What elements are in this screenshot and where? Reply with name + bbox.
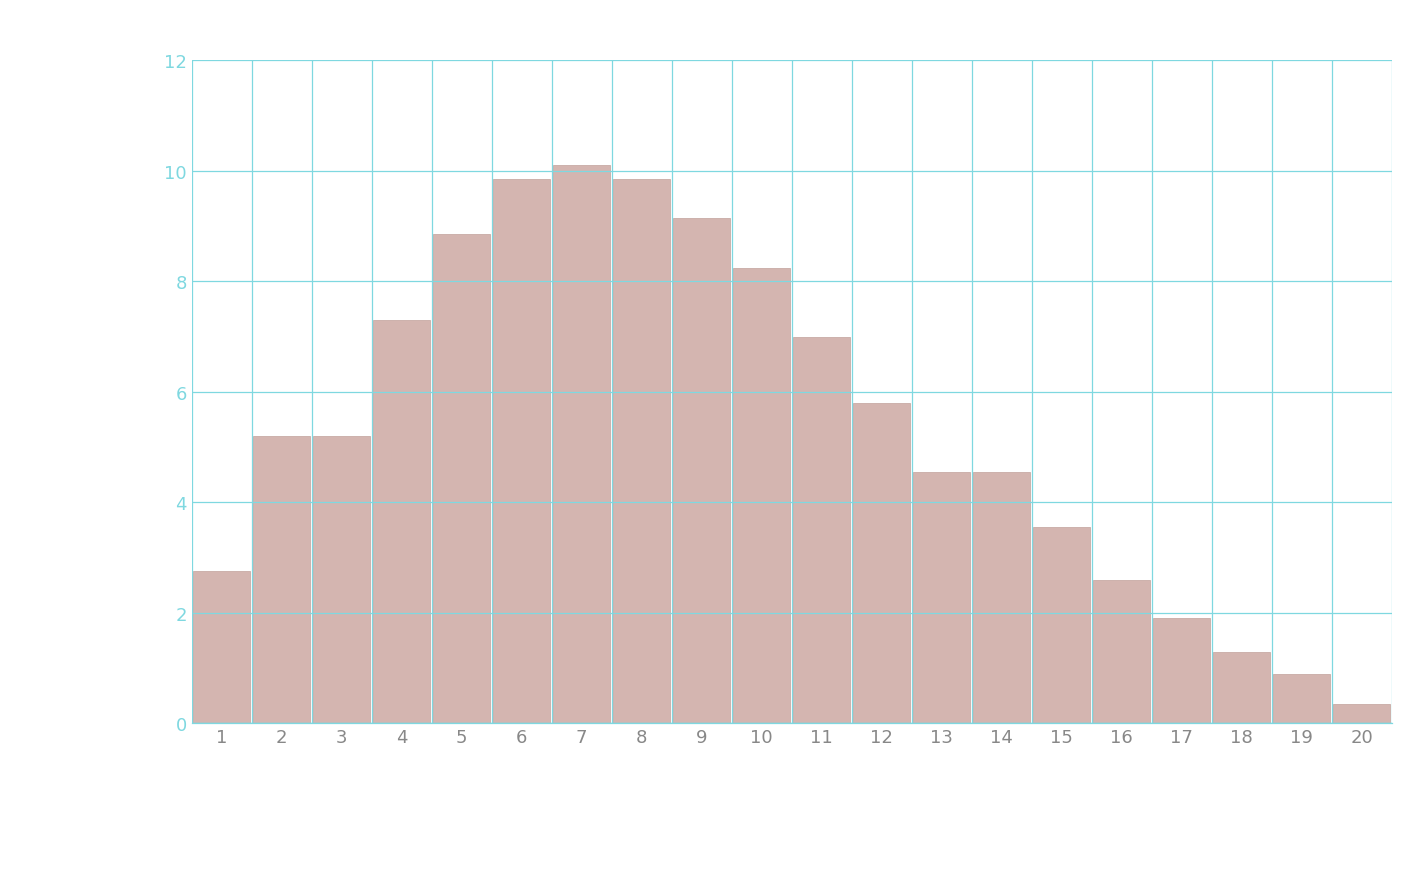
Bar [1093,580,1150,724]
Bar [1274,674,1331,724]
Bar [794,338,851,724]
Bar [493,180,550,724]
Bar [733,268,790,724]
Bar [433,235,490,724]
Bar [253,437,310,724]
Bar [673,218,730,724]
Text: Frequency %: Frequency % [34,317,55,467]
Text: Wind speed m/s: Wind speed m/s [616,831,804,851]
Bar [913,473,970,724]
Bar [314,437,371,724]
Bar [193,572,250,724]
Bar [554,167,611,724]
Bar [853,403,910,724]
Bar [1153,618,1210,724]
Bar [973,473,1030,724]
Bar [373,321,430,724]
Bar [1213,652,1269,724]
Bar [1034,528,1091,724]
Bar [1333,704,1390,724]
Bar [613,180,670,724]
